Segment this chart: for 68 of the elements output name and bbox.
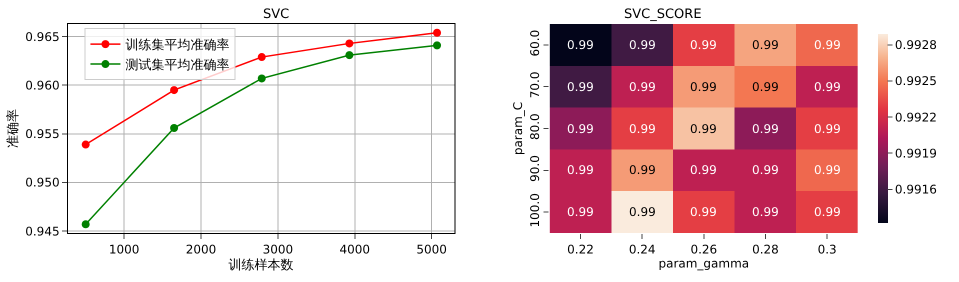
x-tick-label: 1000: [108, 242, 140, 256]
data-label: 0.99: [690, 38, 717, 52]
point: [345, 51, 354, 60]
chart-title: SVC_SCORE: [624, 7, 702, 22]
data-label: 0.99: [629, 122, 656, 136]
data-label: 0.99: [814, 38, 841, 52]
data-label: 0.99: [690, 80, 717, 94]
data-label: 0.99: [567, 38, 594, 52]
x-tick-label: 0.24: [628, 242, 656, 256]
color-bar-label: 0.9916: [894, 182, 937, 196]
y-tick-label: 70.0: [528, 72, 542, 98]
point: [345, 39, 354, 48]
data-label: 0.99: [567, 122, 594, 136]
data-label: 0.99: [752, 80, 779, 94]
point: [82, 220, 90, 228]
data-label: 0.99: [567, 80, 594, 94]
data-label: 0.99: [752, 38, 779, 52]
color-bar-label: 0.9928: [894, 38, 937, 52]
data-label: 0.99: [567, 163, 594, 177]
x-axis-title: param_gamma: [658, 256, 750, 270]
y-tick-label: 80.0: [528, 113, 542, 140]
point: [170, 124, 178, 132]
y-axis-title: param_C: [511, 102, 526, 156]
legend-label: 测试集平均准确率: [125, 57, 230, 74]
color-bar-label: 0.9925: [894, 74, 937, 88]
color-bar-label: 0.9919: [894, 146, 937, 160]
data-label: 0.99: [629, 38, 656, 52]
x-tick-label: 0.28: [752, 242, 779, 256]
point: [82, 140, 90, 149]
y-axis-title: 准确率: [5, 109, 22, 148]
y-tick-label: 0.960: [25, 78, 60, 92]
y-tick-label: 100.0: [528, 193, 542, 228]
x-axis-title: 训练样本数: [228, 258, 294, 273]
data-label: 0.99: [814, 122, 841, 136]
data-label: 0.99: [752, 122, 779, 136]
color-bar-label: 0.9922: [894, 110, 937, 124]
x-tick-label: 3000: [262, 242, 294, 256]
point: [433, 28, 442, 37]
data-label: 0.99: [690, 205, 717, 219]
data-label: 0.99: [752, 205, 779, 219]
data-label: 0.99: [629, 205, 656, 219]
y-tick-label: 90.0: [528, 155, 542, 182]
chart-title: SVC: [263, 7, 290, 22]
y-tick-label: 0.955: [25, 127, 60, 142]
data-label: 0.99: [629, 163, 656, 177]
y-tick-label: 0.945: [25, 224, 60, 238]
x-tick-label: 0.3: [818, 242, 837, 256]
point: [258, 53, 266, 62]
x-tick-label: 2000: [186, 242, 216, 256]
data-label: 0.99: [752, 163, 779, 177]
y-tick-label: 0.965: [25, 30, 60, 44]
data-label: 0.99: [690, 122, 717, 136]
point: [433, 41, 442, 50]
point: [258, 74, 266, 82]
data-label: 0.99: [814, 205, 841, 219]
x-tick-label: 4000: [340, 242, 370, 256]
y-tick-label: 0.950: [25, 176, 60, 190]
data-label: 0.99: [690, 163, 717, 177]
x-tick-label: 0.22: [567, 242, 594, 256]
y-tick-label: 60.0: [528, 30, 542, 56]
data-label: 0.99: [814, 163, 841, 177]
data-label: 0.99: [629, 80, 656, 94]
x-tick-label: 0.26: [690, 242, 718, 256]
data-label: 0.99: [567, 205, 594, 219]
legend-label: 训练集平均准确率: [125, 37, 230, 54]
x-tick-label: 5000: [416, 242, 447, 256]
data-label: 0.99: [814, 80, 841, 94]
point: [170, 86, 178, 94]
